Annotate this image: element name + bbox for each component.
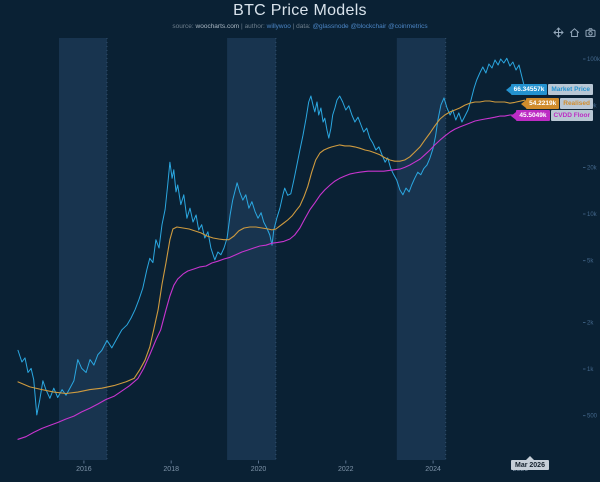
- cvdd-floor-badge[interactable]: 45.5049k CVDD Floor: [511, 110, 593, 121]
- badge-arrow-icon: [511, 111, 517, 120]
- cvdd-floor-label: CVDD Floor: [550, 110, 593, 121]
- y-tick-label: 5k: [587, 259, 594, 265]
- y-tick-label: 10k: [587, 212, 598, 218]
- market-price-value: 66.34557k: [510, 84, 548, 95]
- separator: |: [241, 23, 243, 30]
- x-tick-label: 2020: [251, 466, 267, 473]
- badge-arrow-icon: [521, 99, 527, 108]
- chart-toolbar: [553, 27, 596, 38]
- y-tick-label: 100k: [587, 57, 600, 63]
- pan-icon[interactable]: [553, 27, 564, 38]
- home-icon[interactable]: [569, 27, 580, 38]
- realised-price-label: Realised: [560, 98, 593, 109]
- market-price-line: [17, 57, 528, 416]
- market-price-label: Market Price: [548, 84, 593, 95]
- cvdd-floor-line: [17, 111, 524, 440]
- pre-halving-band: [59, 38, 107, 460]
- source-link[interactable]: woocharts.com: [195, 23, 240, 30]
- realised-price-badge[interactable]: 54.2219k Realised: [521, 98, 593, 109]
- y-tick-label: 20k: [587, 165, 598, 171]
- x-tick-label: 2016: [76, 466, 92, 473]
- camera-icon[interactable]: [585, 27, 596, 38]
- author-link[interactable]: willywoo: [266, 23, 291, 30]
- badge-arrow-icon: [505, 85, 511, 94]
- x-axis-cursor-badge[interactable]: Mar 2026: [511, 456, 549, 470]
- separator: |: [292, 23, 295, 30]
- cvdd-floor-value: 45.5049k: [516, 110, 550, 121]
- market-price-badge[interactable]: 66.34557k Market Price: [505, 84, 593, 95]
- data-handles-link[interactable]: @glassnode @blockchair @coinmetrics: [312, 23, 428, 30]
- author-label: author:: [244, 23, 265, 30]
- page-title: BTC Price Models: [233, 2, 367, 19]
- x-tick-label: 2024: [425, 466, 441, 473]
- source-label: source:: [172, 23, 194, 30]
- pre-halving-band: [396, 38, 446, 460]
- realised-price-value: 54.2219k: [526, 98, 560, 109]
- realised-price-line: [17, 99, 526, 395]
- x-tick-label: 2022: [338, 466, 354, 473]
- y-tick-label: 500: [587, 414, 598, 420]
- y-tick-label: 2k: [587, 320, 594, 326]
- x-tick-label: 2018: [163, 466, 179, 473]
- data-label: data:: [296, 23, 311, 30]
- y-tick-label: 1k: [587, 367, 594, 373]
- chart-attribution: source: woocharts.com | author: willywoo…: [0, 23, 600, 30]
